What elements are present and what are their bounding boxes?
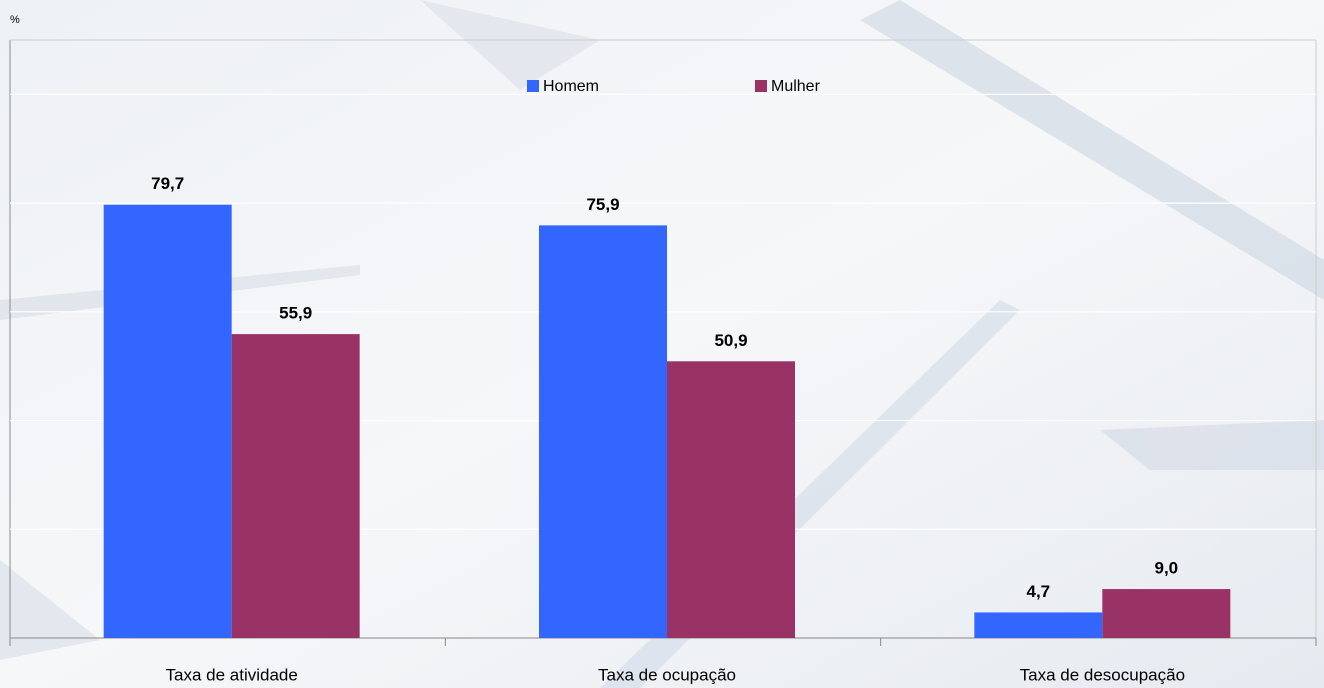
x-tick-label: Taxa de desocupação	[1020, 665, 1185, 684]
value-label: 55,9	[279, 304, 312, 323]
bar	[103, 204, 232, 639]
value-label: 79,7	[151, 174, 184, 193]
bar	[667, 361, 795, 638]
bar	[231, 334, 360, 638]
x-tick-label: Taxa de ocupação	[598, 665, 736, 684]
bar	[539, 225, 667, 638]
y-axis-label: %	[10, 14, 20, 26]
legend-label: Homem	[543, 78, 599, 95]
value-label: 50,9	[714, 331, 747, 350]
value-label: 75,9	[586, 195, 619, 214]
legend-label: Mulher	[771, 78, 821, 95]
legend-swatch	[527, 80, 539, 92]
bar	[974, 612, 1103, 638]
legend-swatch	[755, 80, 767, 92]
value-label: 9,0	[1155, 559, 1179, 578]
x-tick-label: Taxa de atividade	[166, 665, 298, 684]
value-label: 4,7	[1027, 582, 1051, 601]
bar	[1102, 589, 1231, 638]
